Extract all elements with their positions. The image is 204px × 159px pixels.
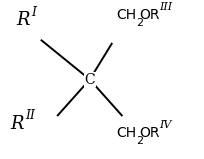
- Text: 2: 2: [136, 18, 143, 28]
- Text: 2: 2: [136, 136, 143, 146]
- Text: CH: CH: [116, 126, 136, 140]
- Text: C: C: [84, 73, 95, 86]
- Text: R: R: [16, 11, 30, 29]
- Text: IV: IV: [159, 120, 172, 130]
- Text: CH: CH: [116, 8, 136, 22]
- Text: III: III: [159, 2, 172, 12]
- Text: OR: OR: [140, 126, 160, 140]
- Text: OR: OR: [140, 8, 160, 22]
- Text: I: I: [32, 6, 37, 19]
- Text: R: R: [10, 115, 24, 133]
- Text: II: II: [26, 109, 35, 122]
